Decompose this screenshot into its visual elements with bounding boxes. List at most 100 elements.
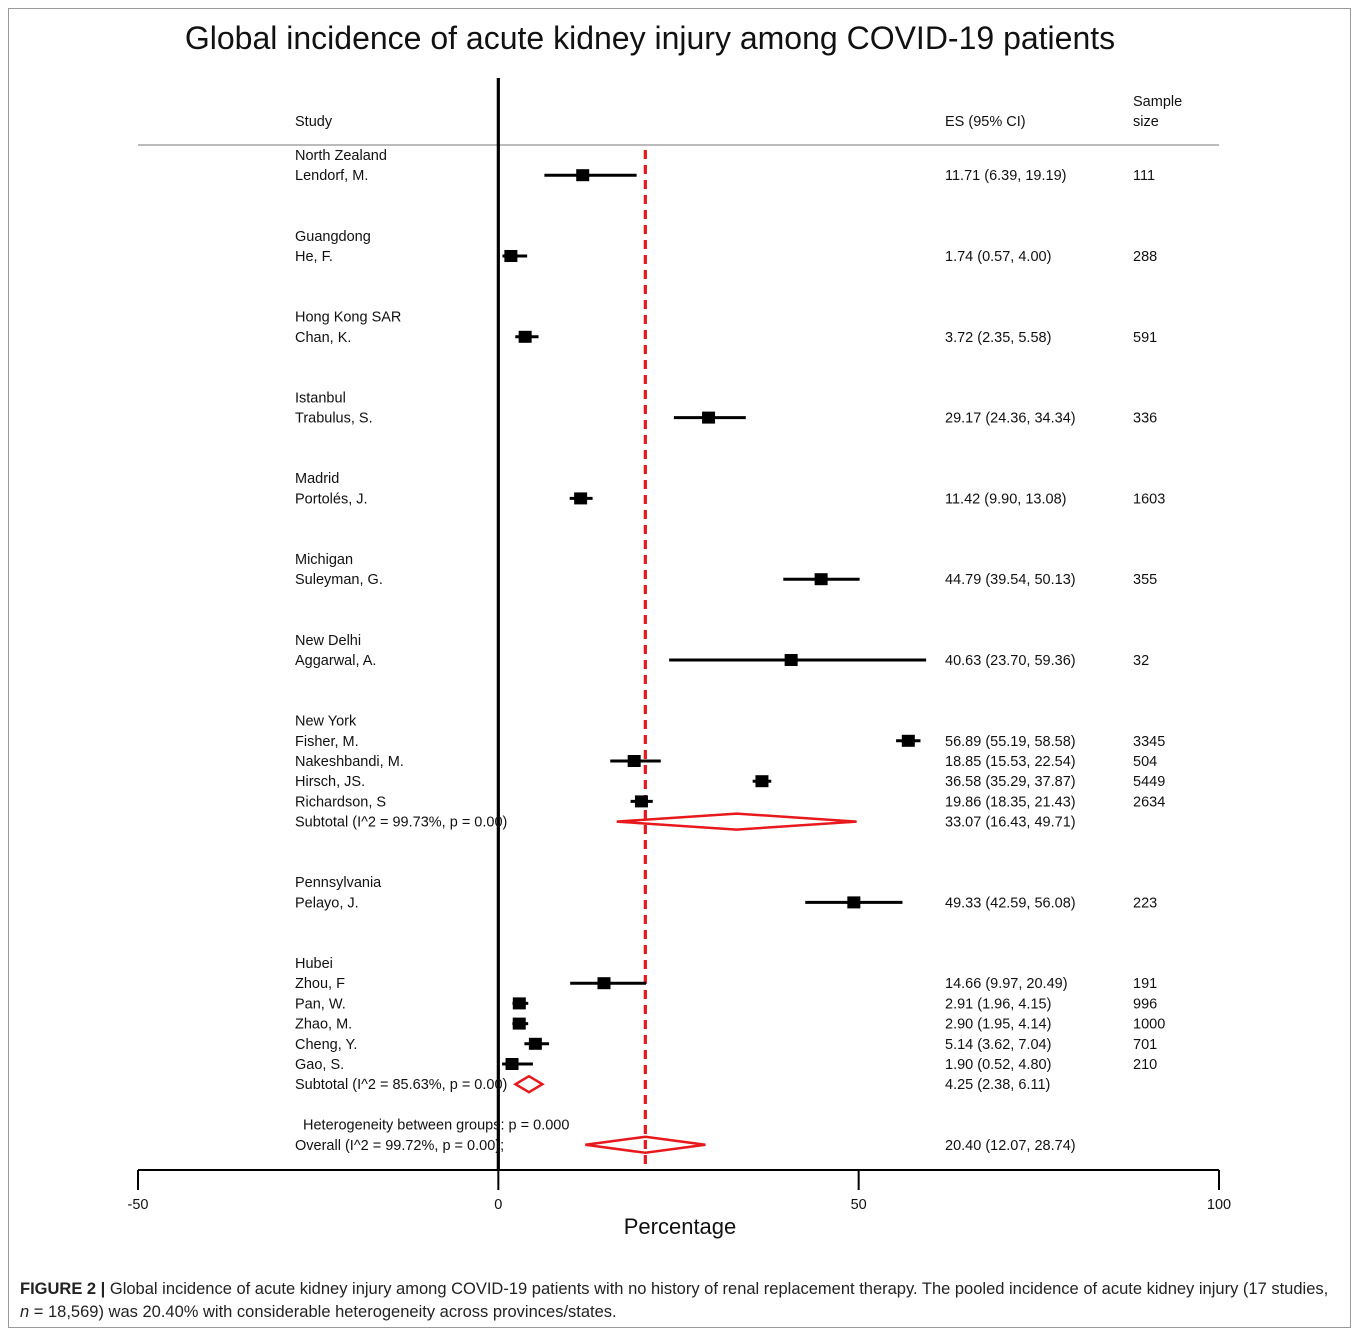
study-es-3-0: 29.17 (24.36, 34.34) [945,411,1076,427]
group-label-2: Hong Kong SAR [295,310,401,326]
study-n-0-0: 111 [1133,168,1155,184]
study-n-5-0: 355 [1133,572,1157,588]
header-n-line2: size [1133,114,1159,130]
study-label-5-0: Suleyman, G. [295,572,383,588]
chart-title: Global incidence of acute kidney injury … [185,20,1115,56]
study-n-9-3: 701 [1133,1037,1157,1053]
study-label-9-2: Zhao, M. [295,1017,352,1033]
caption-text-1: Global incidence of acute kidney injury … [105,1280,1329,1298]
subtotal-label-7: Subtotal (I^2 = 99.73%, p = 0.00) [295,815,507,831]
header-n-line1: Sample [1133,94,1182,110]
study-marker-9-3 [528,1037,542,1050]
group-label-1: Guangdong [295,229,371,245]
study-marker-7-1 [627,755,641,767]
study-label-7-2: Hirsch, JS. [295,774,365,790]
study-marker-9-4 [505,1058,519,1070]
study-es-1-0: 1.74 (0.57, 4.00) [945,249,1051,265]
study-marker-9-2 [512,1017,526,1030]
heterogeneity-label: Heterogeneity between groups: p = 0.000 [303,1118,569,1134]
study-es-9-1: 2.91 (1.96, 4.15) [945,996,1051,1012]
group-label-6: New Delhi [295,633,361,649]
group-label-4: Madrid [295,471,339,487]
study-marker-4-0 [574,492,588,505]
study-label-7-0: Fisher, M. [295,734,359,750]
study-label-9-3: Cheng, Y. [295,1037,357,1053]
header-study: Study [295,114,333,130]
study-es-8-0: 49.33 (42.59, 56.08) [945,895,1076,911]
study-label-8-0: Pelayo, J. [295,895,359,911]
study-label-6-0: Aggarwal, A. [295,653,376,669]
study-marker-7-2 [755,775,769,788]
x-tick-label-2: 50 [851,1197,867,1213]
study-label-4-0: Portolés, J. [295,491,368,507]
subtotal-label-9: Subtotal (I^2 = 85.63%, p = 0.00) [295,1077,507,1093]
subtotal-es-9: 4.25 (2.38, 6.11) [945,1077,1050,1093]
study-n-4-0: 1603 [1133,491,1165,507]
study-label-9-4: Gao, S. [295,1057,344,1073]
study-marker-7-0 [901,734,915,747]
study-es-9-3: 5.14 (3.62, 7.04) [945,1037,1051,1053]
study-n-7-1: 504 [1133,754,1157,770]
study-n-8-0: 223 [1133,895,1157,911]
study-marker-9-1 [512,997,526,1010]
study-n-2-0: 591 [1133,330,1157,346]
study-es-6-0: 40.63 (23.70, 59.36) [945,653,1076,669]
study-n-7-3: 2634 [1133,794,1165,810]
study-n-9-1: 996 [1133,996,1157,1012]
x-axis-label: Percentage [624,1214,737,1239]
study-n-1-0: 288 [1133,249,1157,265]
study-marker-6-0 [784,654,798,666]
study-n-7-0: 3345 [1133,734,1165,750]
x-tick-label-3: 100 [1207,1197,1231,1213]
study-n-9-2: 1000 [1133,1017,1165,1033]
study-es-9-0: 14.66 (9.97, 20.49) [945,976,1068,992]
study-es-7-3: 19.86 (18.35, 21.43) [945,794,1076,810]
study-n-7-2: 5449 [1133,774,1165,790]
forest-plot: Global incidence of acute kidney injury … [128,20,1232,1239]
study-es-2-0: 3.72 (2.35, 5.58) [945,330,1051,346]
study-label-7-3: Richardson, S [295,794,386,810]
study-es-4-0: 11.42 (9.90, 13.08) [945,491,1066,507]
overall-es: 20.40 (12.07, 28.74) [945,1138,1076,1154]
study-label-0-0: Lendorf, M. [295,168,368,184]
study-label-7-1: Nakeshbandi, M. [295,754,404,770]
study-n-9-4: 210 [1133,1057,1157,1073]
study-marker-2-0 [518,330,532,343]
study-label-3-0: Trabulus, S. [295,411,373,427]
study-label-1-0: He, F. [295,249,333,265]
figure-caption: FIGURE 2 | Global incidence of acute kid… [20,1278,1330,1324]
group-label-0: North Zealand [295,148,387,164]
study-es-0-0: 11.71 (6.39, 19.19) [945,168,1066,184]
study-es-7-0: 56.89 (55.19, 58.58) [945,734,1076,750]
study-marker-3-0 [702,411,716,424]
group-label-9: Hubei [295,956,333,972]
study-es-5-0: 44.79 (39.54, 50.13) [945,572,1076,588]
figure-label: FIGURE 2 | [20,1280,106,1298]
subtotal-diamond-9 [513,1074,545,1094]
group-label-3: Istanbul [295,390,346,406]
study-label-9-0: Zhou, F [295,976,345,992]
study-marker-5-0 [814,573,828,586]
study-label-2-0: Chan, K. [295,330,351,346]
caption-text-2: = 18,569) was 20.40% with considerable h… [29,1303,617,1321]
study-n-9-0: 191 [1133,976,1157,992]
header-es: ES (95% CI) [945,114,1026,130]
study-marker-1-0 [504,250,518,262]
study-es-9-4: 1.90 (0.52, 4.80) [945,1057,1051,1073]
study-es-9-2: 2.90 (1.95, 4.14) [945,1017,1051,1033]
overall-label: Overall (I^2 = 99.72%, p = 0.00); [295,1138,504,1154]
study-n-6-0: 32 [1133,653,1149,669]
subtotal-es-7: 33.07 (16.43, 49.71) [945,815,1076,831]
subtotal-diamond-7 [616,812,857,831]
study-n-3-0: 336 [1133,411,1157,427]
study-es-7-2: 36.58 (35.29, 37.87) [945,774,1076,790]
group-label-8: Pennsylvania [295,875,382,891]
group-label-7: New York [295,714,357,730]
caption-n-symbol: n [20,1303,30,1321]
group-label-5: Michigan [295,552,353,568]
study-marker-0-0 [576,169,590,182]
study-label-9-1: Pan, W. [295,996,346,1012]
figure-frame [8,8,1351,1328]
study-marker-7-3 [634,795,648,808]
study-marker-9-0 [597,977,611,990]
